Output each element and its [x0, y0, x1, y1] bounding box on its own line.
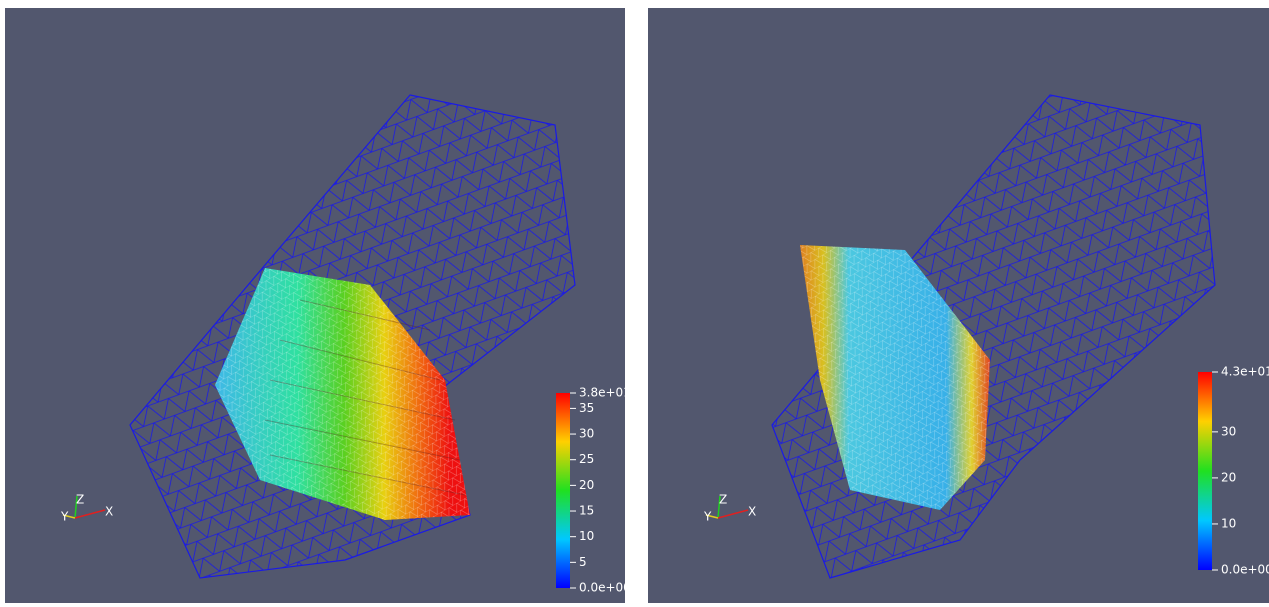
colorbar	[556, 393, 570, 588]
colorbar	[1198, 372, 1212, 570]
colorbar-label: 10	[579, 529, 594, 543]
colorbar-label: 30	[579, 427, 594, 441]
colorbar-label: 0.0e+00	[1221, 563, 1269, 577]
colorbar-label: 5	[579, 555, 587, 569]
axis-label: Y	[703, 510, 712, 524]
colorbar-label: 15	[579, 504, 594, 518]
colorbar-label: 0.0e+00	[579, 581, 631, 595]
axis-label: X	[105, 505, 113, 519]
axis-label: Z	[719, 493, 727, 507]
axis-label: X	[748, 505, 756, 519]
colorbar-label: 25	[579, 452, 594, 466]
colorbar-label: 4.3e+01	[1221, 365, 1269, 379]
colorbar-label: 20	[1221, 470, 1236, 484]
page: 0.0e+0051015202530353.8e+01ZYX0.0e+00102…	[0, 0, 1269, 607]
paraview-views: 0.0e+0051015202530353.8e+01ZYX0.0e+00102…	[0, 0, 1269, 603]
colorbar-label: 20	[579, 478, 594, 492]
colorbar-label: 3.8e+01	[579, 386, 631, 400]
colorbar-label: 10	[1221, 516, 1236, 530]
colorbar-label: 30	[1221, 424, 1236, 438]
colorbar-label: 35	[579, 401, 594, 415]
axis-label: Z	[76, 493, 84, 507]
axis-label: Y	[60, 510, 69, 524]
